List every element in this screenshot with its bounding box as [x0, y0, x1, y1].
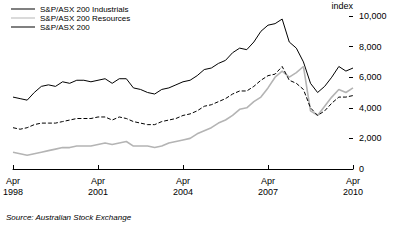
svg-text:Apr: Apr: [346, 176, 360, 186]
svg-text:S&P/ASX 200 Industrials: S&P/ASX 200 Industrials: [40, 5, 129, 14]
svg-text:Apr: Apr: [176, 176, 190, 186]
svg-text:Apr: Apr: [261, 176, 275, 186]
svg-text:0: 0: [359, 164, 364, 174]
svg-text:10,000: 10,000: [359, 11, 387, 21]
svg-text:4,000: 4,000: [359, 103, 382, 113]
svg-text:2001: 2001: [88, 187, 108, 197]
svg-text:Apr: Apr: [91, 176, 105, 186]
svg-text:1998: 1998: [3, 187, 23, 197]
svg-text:2004: 2004: [173, 187, 193, 197]
svg-text:Apr: Apr: [6, 176, 20, 186]
svg-text:2,000: 2,000: [359, 133, 382, 143]
svg-text:2010: 2010: [343, 187, 363, 197]
svg-text:Source: Australian Stock Excha: Source: Australian Stock Exchange: [6, 213, 132, 222]
svg-text:6,000: 6,000: [359, 72, 382, 82]
svg-text:S&P/ASX 200 Resources: S&P/ASX 200 Resources: [40, 14, 130, 23]
svg-text:2007: 2007: [258, 187, 278, 197]
svg-text:index: index: [331, 1, 353, 11]
svg-text:8,000: 8,000: [359, 42, 382, 52]
svg-text:S&P/ASX 200: S&P/ASX 200: [40, 23, 90, 32]
